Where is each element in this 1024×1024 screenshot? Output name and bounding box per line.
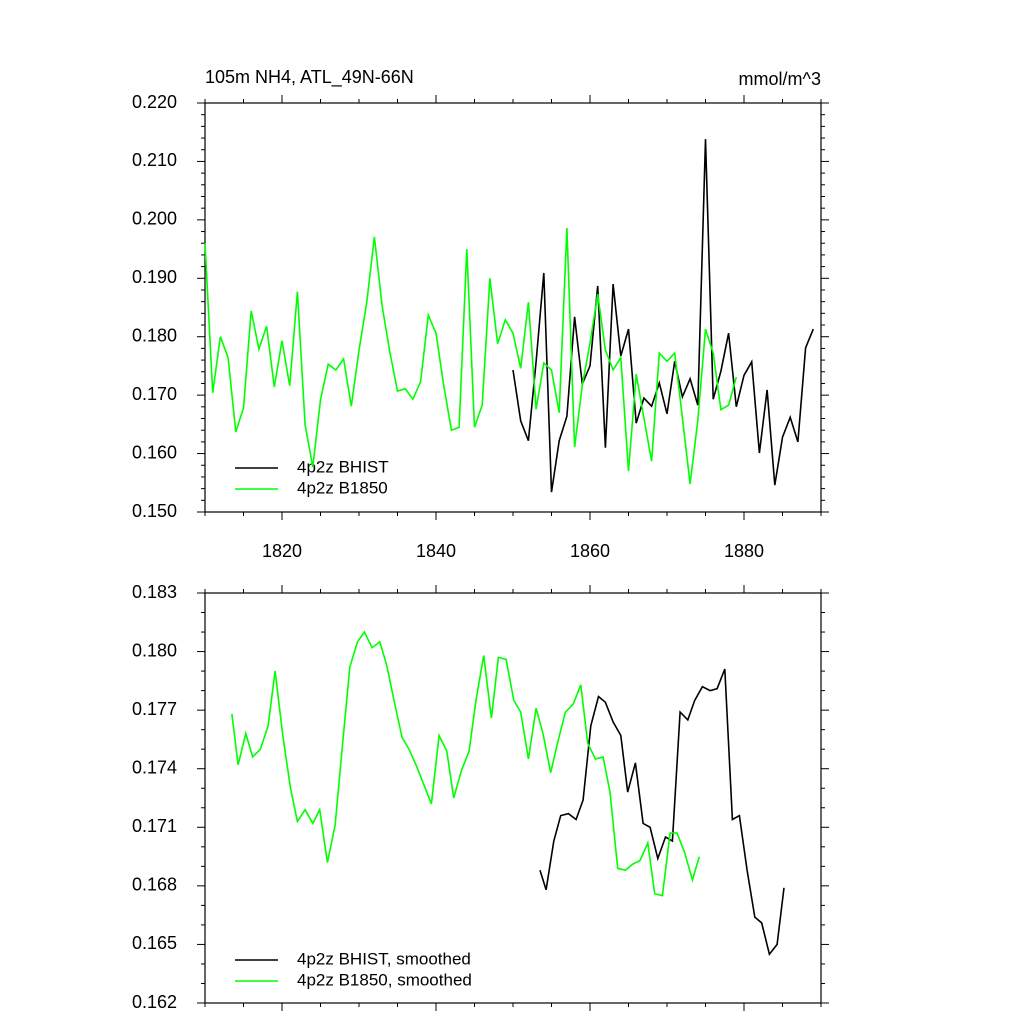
y-tick-label: 0.183 — [132, 582, 177, 602]
series-line — [512, 139, 815, 493]
legend-label: 4p2z B1850, smoothed — [297, 970, 472, 989]
legend-label: 4p2z BHIST, smoothed — [297, 949, 471, 968]
legend-label: 4p2z B1850 — [297, 478, 388, 497]
x-tick-label: 1820 — [262, 541, 302, 561]
y-tick-label: 0.180 — [132, 325, 177, 345]
y-tick-label: 0.220 — [132, 92, 177, 112]
y-tick-label: 0.165 — [132, 933, 177, 953]
series-line — [539, 668, 785, 956]
x-tick-label: 1840 — [416, 541, 456, 561]
plot-frame — [204, 102, 822, 513]
y-tick-label: 0.180 — [132, 640, 177, 660]
y-tick-label: 0.200 — [132, 209, 177, 229]
series-line — [204, 227, 738, 485]
y-tick-label: 0.210 — [132, 150, 177, 170]
legend-label: 4p2z BHIST — [297, 457, 389, 476]
series-line — [231, 630, 701, 897]
y-tick-label: 0.177 — [132, 699, 177, 719]
y-tick-label: 0.170 — [132, 384, 177, 404]
units-label: mmol/m^3 — [739, 69, 821, 89]
y-tick-label: 0.174 — [132, 757, 177, 777]
x-tick-label: 1860 — [570, 541, 610, 561]
y-tick-label: 0.162 — [132, 992, 177, 1012]
y-tick-label: 0.150 — [132, 501, 177, 521]
plot-frame — [204, 592, 822, 1004]
y-tick-label: 0.190 — [132, 267, 177, 287]
y-tick-label: 0.171 — [132, 816, 177, 836]
y-tick-label: 0.160 — [132, 442, 177, 462]
x-tick-label: 1880 — [724, 541, 764, 561]
chart-title: 105m NH4, ATL_49N-66N — [205, 67, 414, 88]
y-tick-label: 0.168 — [132, 875, 177, 895]
